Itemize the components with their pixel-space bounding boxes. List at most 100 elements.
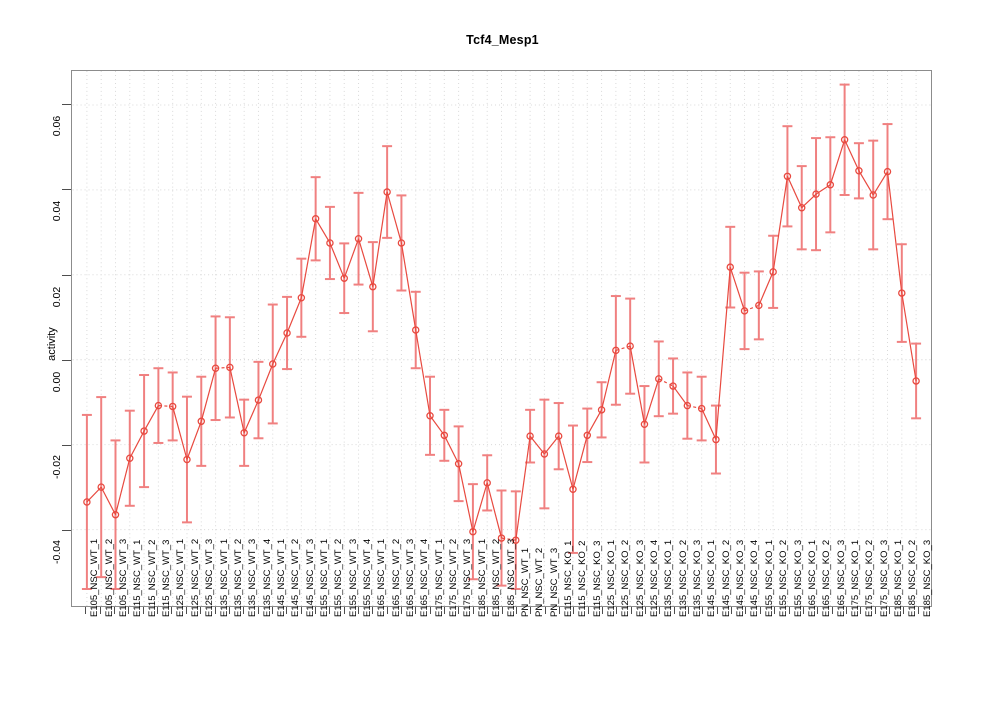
x-tick-label: E125_NSC_KO_4 xyxy=(649,539,660,617)
x-tick-label: E165_NSC_WT_4 xyxy=(419,538,431,617)
x-tick-mark xyxy=(487,607,489,614)
x-tick-label: E185_NSC_WT_3 xyxy=(505,538,517,617)
x-tick-mark xyxy=(716,607,718,614)
x-tick-mark xyxy=(458,607,460,614)
x-tick-mark xyxy=(515,607,517,614)
x-tick-label: E155_NSC_WT_3 xyxy=(347,538,359,617)
x-tick-label: E135_NSC_WT_1 xyxy=(218,538,230,617)
y-tick-mark xyxy=(62,274,71,276)
x-tick-label: E115_NSC_WT_3 xyxy=(161,539,173,617)
x-tick-mark xyxy=(903,607,905,614)
x-tick-label: E155_NSC_KO_3 xyxy=(792,539,804,617)
x-tick-mark xyxy=(429,607,431,614)
x-tick-mark xyxy=(659,607,661,614)
x-tick-label: E115_NSC_WT_2 xyxy=(146,539,158,617)
x-tick-mark xyxy=(358,607,359,614)
x-tick-mark xyxy=(401,607,403,614)
x-tick-label: E135_NSC_WT_4 xyxy=(261,538,273,617)
x-tick-mark xyxy=(817,607,819,614)
x-tick-mark xyxy=(702,607,704,614)
x-tick-label: E145_NSC_KO_1 xyxy=(706,539,718,617)
x-tick-mark xyxy=(314,607,316,614)
x-tick-label: E155_NSC_KO_1 xyxy=(763,539,775,617)
x-tick-label: E155_NSC_WT_1 xyxy=(318,538,330,617)
x-tick-mark xyxy=(616,607,618,614)
x-tick-mark xyxy=(243,607,245,614)
page-title: Tcf4_Mesp1 xyxy=(466,33,539,47)
y-axis: -0.04 -0.02 0.00 0.02 0.04 0.06 xyxy=(51,70,71,607)
x-tick-label: E145_NSC_WT_3 xyxy=(304,538,316,617)
data-layer xyxy=(81,83,922,591)
x-tick-mark xyxy=(831,607,833,614)
x-tick-label: E105_NSC_WT_3 xyxy=(118,538,130,617)
y-tick-mark xyxy=(62,359,71,361)
x-tick-label: E145_NSC_KO_2 xyxy=(720,539,732,617)
y-tick-label: 0.00 xyxy=(51,371,63,393)
x-tick-mark xyxy=(874,607,876,614)
x-tick-label: E155_NSC_KO_2 xyxy=(778,539,790,617)
x-tick-label: E115_NSC_KO_1 xyxy=(562,540,574,617)
x-tick-mark xyxy=(645,607,646,614)
x-tick-label: E135_NSC_KO_1 xyxy=(663,539,675,617)
x-tick-label: E125_NSC_KO_1 xyxy=(605,539,617,617)
x-tick-label: E145_NSC_KO_3 xyxy=(735,539,747,617)
x-tick-label: E165_NSC_KO_3 xyxy=(835,539,847,617)
x-tick-mark xyxy=(573,607,575,614)
x-tick-label: E125_NSC_WT_3 xyxy=(204,538,216,617)
x-tick-mark xyxy=(601,607,603,614)
y-tick-label: 0.02 xyxy=(51,286,63,307)
x-tick-mark xyxy=(85,607,87,614)
x-tick-mark xyxy=(185,607,187,614)
x-tick-label: E165_NSC_WT_1 xyxy=(376,538,388,617)
x-tick-mark xyxy=(171,607,173,614)
y-tick-mark xyxy=(62,445,71,447)
x-tick-mark xyxy=(888,607,890,614)
x-tick-mark xyxy=(731,607,733,614)
x-tick-mark xyxy=(558,607,560,614)
x-tick-label: E185_NSC_WT_2 xyxy=(491,538,503,617)
x-tick-mark xyxy=(214,607,216,614)
x-tick-mark xyxy=(630,607,632,614)
x-tick-mark xyxy=(860,607,862,614)
x-tick-label: E185_NSC_KO_1 xyxy=(892,539,904,617)
x-tick-mark xyxy=(300,607,302,614)
x-tick-label: E185_NSC_KO_3 xyxy=(921,539,933,617)
y-tick-mark xyxy=(62,189,71,191)
x-tick-mark xyxy=(917,607,919,614)
x-tick-mark xyxy=(444,607,446,614)
x-tick-mark xyxy=(788,607,790,614)
x-tick-label: E125_NSC_KO_3 xyxy=(634,539,646,617)
x-tick-label: E105_NSC_WT_2 xyxy=(103,538,115,617)
x-tick-label: E165_NSC_WT_3 xyxy=(405,538,417,617)
x-tick-mark xyxy=(99,607,101,614)
x-tick-mark xyxy=(257,607,259,614)
x-tick-label: E115_NSC_KO_2 xyxy=(577,540,589,617)
x-tick-label: E145_NSC_WT_2 xyxy=(290,538,302,617)
y-tick-label: 0.04 xyxy=(51,201,63,222)
x-tick-label: E175_NSC_KO_3 xyxy=(878,539,890,617)
plot-area xyxy=(71,70,932,607)
x-tick-label: E175_NSC_KO_1 xyxy=(849,539,861,617)
x-tick-label: E175_NSC_WT_3 xyxy=(462,538,474,617)
x-tick-mark xyxy=(228,607,230,614)
x-tick-label: E125_NSC_WT_2 xyxy=(189,538,201,617)
x-tick-mark xyxy=(802,607,804,614)
x-tick-mark xyxy=(688,607,690,614)
x-tick-mark xyxy=(142,607,144,614)
y-tick-mark xyxy=(62,530,71,532)
y-tick-label: -0.02 xyxy=(51,455,63,480)
x-tick-label: E175_NSC_WT_2 xyxy=(448,538,460,617)
x-tick-mark xyxy=(501,607,503,614)
x-tick-mark xyxy=(774,607,776,614)
x-tick-mark xyxy=(530,607,532,614)
x-tick-mark xyxy=(386,607,388,614)
x-tick-label: E165_NSC_KO_1 xyxy=(806,539,818,617)
x-tick-mark xyxy=(286,607,288,614)
x-tick-label: E105_NSC_WT_1 xyxy=(89,538,101,617)
x-tick-label: PN_NSC_WT_3 xyxy=(548,547,560,617)
x-tick-mark xyxy=(200,607,202,614)
x-tick-label: E135_NSC_KO_2 xyxy=(677,539,689,617)
x-tick-label: E125_NSC_WT_1 xyxy=(175,538,187,617)
x-tick-mark xyxy=(759,607,761,614)
x-tick-label: E175_NSC_KO_2 xyxy=(864,539,876,617)
